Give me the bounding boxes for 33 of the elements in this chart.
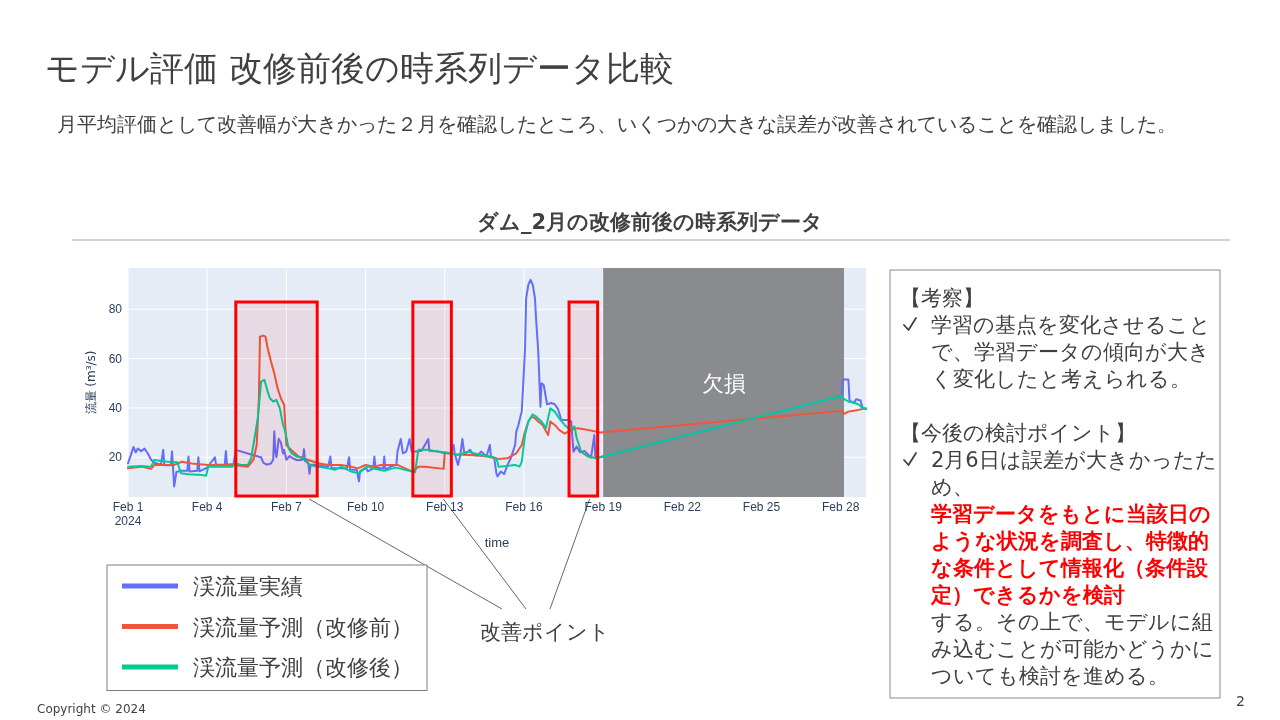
text: 2 <box>1236 693 1245 709</box>
y-tick-label: 60 <box>108 351 123 366</box>
x-tick-label: Feb 25 <box>742 500 781 514</box>
text: Copyright © 2024 <box>37 702 146 716</box>
legend-label: 渓流量予測（改修後） <box>193 655 413 680</box>
legend-label: 渓流量予測（改修前） <box>193 614 413 640</box>
x-tick-label: Feb 1 2024 <box>112 500 144 528</box>
text: 改善ポイント <box>480 620 610 644</box>
text: 2月6日は誤差が大きかったため、 <box>931 448 1217 499</box>
x-tick-label: Feb 16 <box>505 500 543 514</box>
x-tick-label: Feb 19 <box>584 500 623 514</box>
chart-title: ダム_2月の改修前後の時系列データ <box>476 210 824 234</box>
text: する。その上で、モデルに組み込むことが可能かどうかについても検討を進める。 <box>931 610 1214 688</box>
x-tick-label: Feb 28 <box>822 500 860 514</box>
text: 【考察】 <box>900 286 984 310</box>
text: 月平均評価として改善幅が大きかった２月を確認したところ、いくつかの大きな誤差が改善されていることを確認しました。 <box>57 112 1177 136</box>
text: 学習の基点を変化させることで、学習データの傾向が大きく変化したと考えられる。 <box>931 313 1211 391</box>
band-label: 欠損 <box>701 371 746 396</box>
y-tick-label: 40 <box>108 401 123 416</box>
legend-label: 渓流量実績 <box>193 574 303 599</box>
x-tick-label: Feb 7 <box>271 500 303 514</box>
text: 【今後の検討ポイント】 <box>900 421 1136 445</box>
y-axis-title: 流量 (m³/s) <box>84 350 98 415</box>
x-tick-label: Feb 22 <box>663 500 702 514</box>
y-tick-label: 80 <box>108 302 123 317</box>
line-series <box>127 334 867 473</box>
y-tick-label: 20 <box>108 450 123 465</box>
x-axis-title: time <box>484 535 510 550</box>
text: 学習データをもとに当該日のような状況を調査し、特徴的な条件として情報化（条件設定）できるかを検討 <box>930 502 1211 607</box>
x-tick-label: Feb 13 <box>426 500 464 514</box>
x-tick-label: Feb 10 <box>346 500 385 514</box>
text: モデル評価 改修前後の時系列データ比較 <box>45 48 674 88</box>
x-tick-label: Feb 4 <box>191 500 223 514</box>
